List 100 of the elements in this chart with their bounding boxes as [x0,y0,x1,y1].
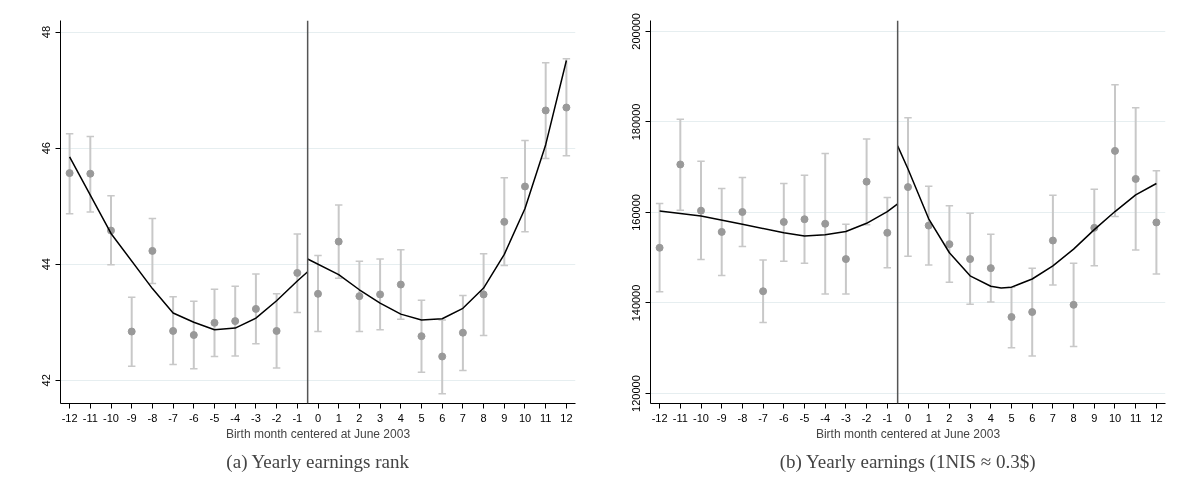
point [697,206,706,215]
y-tick-label: 44 [40,258,53,271]
x-tick-label: -11 [82,411,98,424]
point [189,331,198,340]
x-tick-label: 5 [418,411,425,424]
point [231,317,240,326]
line-series [658,203,899,237]
x-tick-label: -8 [147,411,158,424]
x-tick-label: 4 [397,411,404,424]
x-tick-label: 10 [518,411,532,424]
point [148,246,157,255]
x-tick-label: 2 [946,411,953,424]
x-tick-label: -2 [861,411,872,424]
x-tick-label: 8 [1070,411,1077,424]
x-tick-label: -5 [209,411,220,424]
x-tick-label: 4 [987,411,994,424]
point [1048,236,1057,245]
x-tick-label: 11 [539,411,552,424]
x-tick-label: -10 [693,411,709,424]
text: (a) Yearly earnings rank [226,450,410,473]
point [883,228,892,237]
x-tick-label: 10 [1108,411,1122,424]
x-tick-label: 6 [1029,411,1036,424]
point [520,182,529,191]
x-tick-label: 1 [925,411,932,424]
point [562,103,571,112]
point [334,237,343,246]
x-tick-label: -12 [651,411,668,424]
point [986,264,995,273]
x-tick-label: 3 [377,411,384,424]
point [86,169,95,178]
x-tick-label: -7 [168,411,178,424]
x-tick-label: -6 [778,411,789,424]
point [841,255,850,264]
y-tick-label: 120000 [630,375,643,412]
point [417,332,426,341]
x-tick-label: 9 [501,411,508,424]
point [1007,313,1016,322]
x-tick-label: -10 [103,411,119,424]
y-tick-label: 48 [40,25,53,39]
point [655,243,664,252]
text: (b) Yearly earnings (1NIS ≈ 0.3$) [779,450,1036,473]
x-tick-label: 3 [967,411,974,424]
point [800,215,809,224]
x-tick-label: -2 [271,411,282,424]
point [1069,300,1078,309]
x-tick-label: 0 [314,411,322,424]
x-tick-label: -8 [737,411,748,424]
point [904,183,912,192]
point [945,240,954,249]
point [500,217,509,226]
point [65,169,74,178]
point [479,290,488,299]
x-tick-label: -9 [126,411,137,424]
point [1152,218,1161,227]
x-tick-label: 12 [560,411,573,424]
x-axis-title: Birth month centered at June 2003 [225,426,411,441]
point [924,221,933,230]
point [1131,174,1140,183]
x-tick-label: -1 [292,411,303,424]
point [821,219,830,228]
x-tick-label: 6 [439,411,446,424]
x-tick-label: 5 [1008,411,1015,424]
x-tick-label: 9 [1091,411,1098,424]
y-tick-label: 140000 [630,284,643,322]
point [293,268,302,277]
y-tick-label: 200000 [630,13,643,50]
point [438,352,447,361]
x-tick-label: 12 [1150,411,1163,424]
x-tick-label: -1 [882,411,893,424]
point [355,292,364,301]
point [738,208,747,216]
point [127,327,136,336]
x-tick-label: 7 [1049,411,1056,424]
x-tick-label: 8 [480,411,487,424]
point [541,106,550,115]
line-series [68,156,309,331]
point [862,177,871,186]
point [169,326,178,335]
x-tick-label: -4 [820,411,831,424]
y-tick-label: 180000 [630,103,643,141]
x-axis-title: Birth month centered at June 2003 [815,426,1001,441]
y-tick-label: 42 [40,374,53,387]
point [717,227,726,236]
x-tick-label: -11 [672,411,688,424]
x-tick-label: -12 [61,411,78,424]
x-tick-label: 11 [1129,411,1142,424]
point [1110,146,1119,155]
point [966,255,975,264]
point [376,290,385,299]
point [272,326,281,335]
point [759,287,768,296]
point [458,328,467,337]
x-tick-label: 0 [904,411,912,424]
point [676,160,685,169]
point [210,318,219,327]
y-tick-label: 160000 [630,194,643,231]
point [779,217,788,226]
point [251,304,260,313]
x-tick-label: -6 [188,411,199,424]
